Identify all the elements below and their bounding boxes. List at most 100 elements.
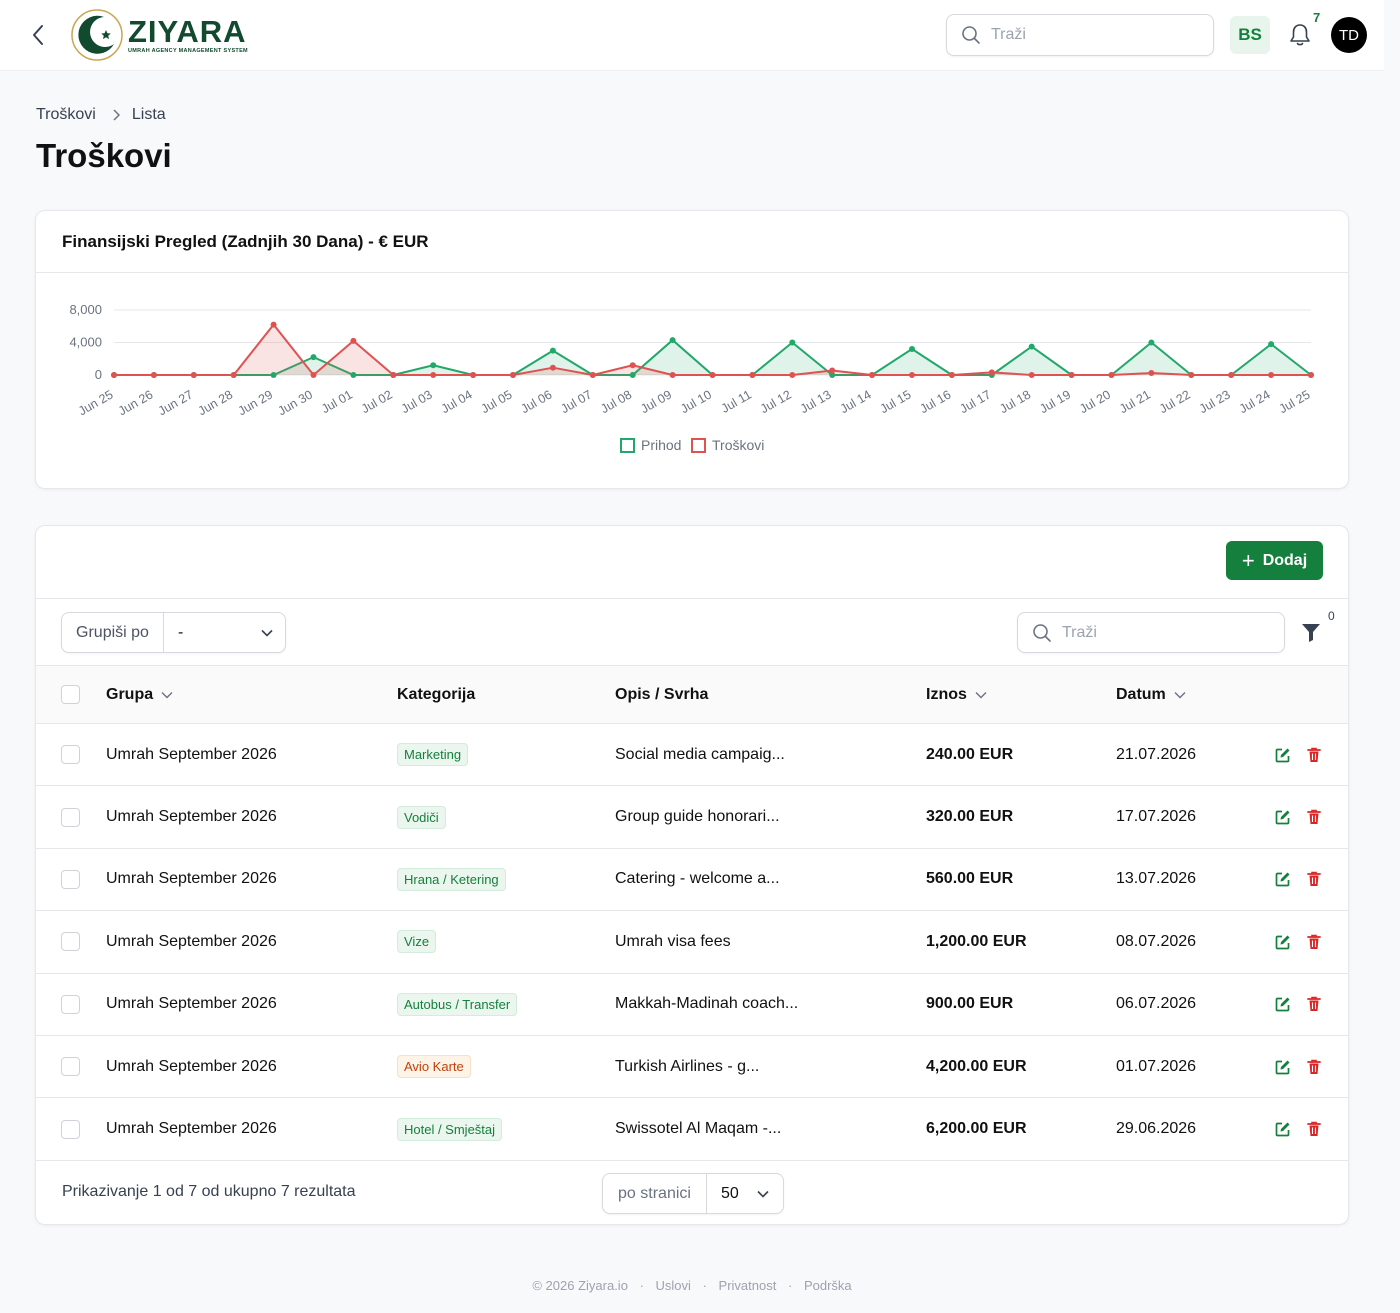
table-row[interactable]: Umrah September 2026 Avio Karte Turkish Ai… bbox=[36, 1036, 1348, 1099]
edit-icon bbox=[1275, 1122, 1290, 1137]
trash-icon bbox=[1307, 1121, 1321, 1137]
edit-button[interactable] bbox=[1275, 974, 1291, 1035]
global-search-input[interactable] bbox=[991, 26, 1191, 44]
footer-link-terms[interactable]: Uslovi bbox=[655, 1278, 691, 1293]
delete-button[interactable] bbox=[1307, 786, 1321, 847]
data-point bbox=[430, 372, 437, 378]
row-checkbox[interactable] bbox=[61, 869, 80, 889]
x-tick-label: Jul 09 bbox=[638, 387, 674, 416]
delete-button[interactable] bbox=[1307, 911, 1321, 972]
series-area-1 bbox=[114, 324, 1311, 375]
column-group[interactable]: Grupa bbox=[106, 666, 173, 723]
filter-button[interactable] bbox=[1300, 621, 1322, 645]
table-row[interactable]: Umrah September 2026 Autobus / Transfer Ma… bbox=[36, 974, 1348, 1036]
edit-button[interactable] bbox=[1275, 1036, 1291, 1097]
x-tick-label: Jun 29 bbox=[236, 387, 276, 418]
data-point bbox=[230, 372, 237, 378]
category-badge: Marketing bbox=[397, 743, 469, 767]
x-tick-label: Jul 21 bbox=[1117, 387, 1153, 416]
financial-chart: 8,000 4,000 0 Jun 25 Jun 26 Jun 27 Jun 28 Jun 2… bbox=[69, 302, 1314, 453]
column-date[interactable]: Datum bbox=[1116, 666, 1186, 723]
table-row[interactable]: Umrah September 2026 Hrana / Ketering Cate… bbox=[36, 849, 1348, 912]
language-switch[interactable]: BS bbox=[1230, 16, 1270, 54]
edit-icon bbox=[1275, 872, 1290, 887]
table-row[interactable]: Umrah September 2026 Vize Umrah visa fees 1… bbox=[36, 911, 1348, 974]
column-amount[interactable]: Iznos bbox=[926, 666, 987, 723]
y-tick-label: 8,000 bbox=[69, 302, 102, 317]
chevron-down-icon bbox=[975, 691, 987, 698]
category-badge: Vodiči bbox=[397, 805, 446, 829]
row-description: Swissotel Al Maqam -... bbox=[615, 1120, 782, 1138]
edit-button[interactable] bbox=[1275, 786, 1291, 847]
row-date: 21.07.2026 bbox=[1116, 745, 1197, 763]
add-expense-button[interactable]: + Dodaj bbox=[1226, 541, 1323, 580]
data-point bbox=[869, 372, 876, 378]
row-amount: 900.00 EUR bbox=[926, 995, 1014, 1013]
row-group: Umrah September 2026 bbox=[106, 1120, 277, 1138]
data-point bbox=[829, 372, 836, 378]
row-group: Umrah September 2026 bbox=[106, 932, 277, 950]
group-by-select[interactable]: Grupiši po - bbox=[61, 612, 286, 653]
row-checkbox[interactable] bbox=[61, 807, 80, 827]
avatar[interactable]: TD bbox=[1331, 17, 1367, 53]
select-all-checkbox[interactable] bbox=[61, 685, 80, 704]
column-amount-label: Iznos bbox=[926, 685, 967, 703]
chart-title: Finansijski Pregled (Zadnjih 30 Dana) - … bbox=[36, 211, 1348, 273]
delete-button[interactable] bbox=[1307, 974, 1321, 1035]
delete-button[interactable] bbox=[1307, 1036, 1321, 1097]
data-point bbox=[1028, 343, 1035, 350]
row-date: 01.07.2026 bbox=[1116, 1057, 1197, 1075]
list-search[interactable] bbox=[1017, 612, 1285, 653]
edit-button[interactable] bbox=[1275, 724, 1291, 785]
footer-link-support[interactable]: Podrška bbox=[803, 1278, 852, 1293]
logo-word: ZIYARA bbox=[128, 13, 247, 49]
filter-count: 0 bbox=[1328, 609, 1335, 623]
per-page-select[interactable]: po stranici 50 bbox=[602, 1173, 784, 1214]
row-checkbox[interactable] bbox=[61, 1057, 80, 1077]
chevron-down-icon bbox=[1174, 691, 1186, 698]
legend-label: Prihod bbox=[641, 437, 681, 453]
row-date: 08.07.2026 bbox=[1116, 932, 1197, 950]
data-point bbox=[1108, 372, 1115, 378]
data-point bbox=[350, 337, 357, 344]
legend-label: Troškovi bbox=[712, 437, 764, 453]
row-checkbox[interactable] bbox=[61, 932, 80, 952]
x-tick-label: Jul 07 bbox=[558, 387, 594, 416]
chevron-down-icon bbox=[161, 691, 173, 698]
row-amount: 4,200.00 EUR bbox=[926, 1057, 1027, 1075]
y-tick-label: 0 bbox=[95, 367, 102, 382]
x-tick-label: Jul 17 bbox=[957, 387, 993, 416]
breadcrumb-item-lista: Lista bbox=[131, 106, 166, 123]
trash-icon bbox=[1307, 872, 1321, 887]
x-tick-label: Jul 12 bbox=[758, 387, 794, 416]
edit-button[interactable] bbox=[1275, 911, 1291, 972]
trash-icon bbox=[1307, 809, 1321, 825]
row-checkbox[interactable] bbox=[61, 994, 80, 1014]
footer-link-privacy[interactable]: Privatnost bbox=[718, 1278, 777, 1293]
list-toolbar: + Dodaj bbox=[36, 526, 1348, 599]
row-description: Umrah visa fees bbox=[615, 932, 731, 950]
logo-subtitle: UMRAH AGENCY MANAGEMENT SYSTEM bbox=[128, 47, 248, 54]
edit-button[interactable] bbox=[1275, 1098, 1291, 1159]
x-tick-label: Jun 26 bbox=[116, 387, 156, 418]
breadcrumb-item-troskovi[interactable]: Troškovi bbox=[36, 106, 96, 123]
data-point bbox=[270, 321, 277, 328]
delete-button[interactable] bbox=[1307, 724, 1321, 785]
x-tick-label: Jul 01 bbox=[319, 387, 355, 416]
table-row[interactable]: Umrah September 2026 Marketing Social medi… bbox=[36, 724, 1348, 787]
footer-separator: · bbox=[702, 1278, 707, 1293]
global-search[interactable] bbox=[946, 14, 1214, 56]
row-checkbox[interactable] bbox=[61, 745, 80, 765]
delete-button[interactable] bbox=[1307, 1098, 1321, 1159]
table-row[interactable]: Umrah September 2026 Hotel / Smještaj Swis… bbox=[36, 1098, 1348, 1161]
table-row[interactable]: Umrah September 2026 Vodiči Group guide ho… bbox=[36, 786, 1348, 849]
back-button[interactable] bbox=[24, 20, 52, 50]
delete-button[interactable] bbox=[1307, 849, 1321, 910]
funnel-icon bbox=[1302, 624, 1320, 642]
notifications-button[interactable] bbox=[1285, 20, 1315, 50]
edit-button[interactable] bbox=[1275, 849, 1291, 910]
logo[interactable]: ZIYARA UMRAH AGENCY MANAGEMENT SYSTEM bbox=[70, 8, 248, 62]
data-point bbox=[1148, 370, 1155, 377]
list-search-input[interactable] bbox=[1062, 623, 1262, 642]
row-checkbox[interactable] bbox=[61, 1119, 80, 1139]
